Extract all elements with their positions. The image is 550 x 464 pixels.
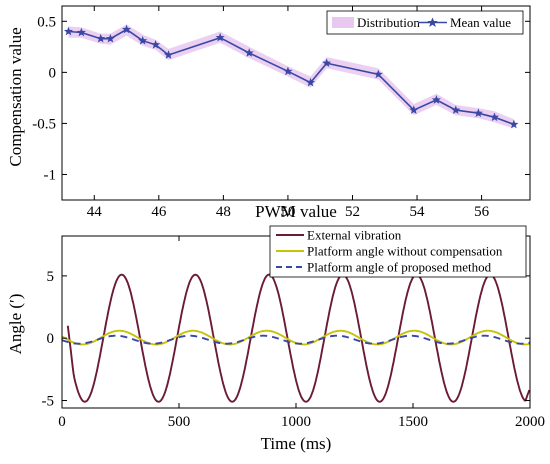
top-y-tick-label: -0.5	[32, 116, 56, 132]
mean-value-point	[96, 33, 106, 43]
mean-value-point	[138, 35, 148, 45]
proposed-method-line	[61, 334, 531, 345]
mean-value-point	[283, 66, 293, 76]
legend-external-vibration: External vibration	[307, 228, 402, 243]
angle-chart: 0 500 1000 1500 2000 50-5 Time (ms) Angle (′…	[6, 225, 545, 453]
top-y-axis-label: Compensation value	[6, 27, 25, 166]
top-x-tick-label: 50	[280, 204, 295, 220]
external-vibration-line	[66, 273, 531, 403]
mean-value-point	[63, 26, 74, 36]
mean-value-point	[76, 27, 86, 37]
distribution-legend-swatch	[332, 17, 354, 28]
mean-value-point	[509, 119, 519, 129]
top-y-tick-label: 0	[49, 65, 57, 81]
bottom-y-tick-label: -5	[42, 394, 55, 410]
top-x-tick-label: 52	[345, 204, 360, 220]
top-x-ticks: 44 46 48 50 52 54 56	[87, 6, 490, 220]
mean-value-point	[489, 112, 500, 122]
bottom-x-tick-label: 0	[58, 414, 66, 430]
bottom-x-tick-label: 1000	[281, 414, 311, 430]
top-x-tick-label: 56	[474, 204, 490, 220]
legend-without-compensation: Platform angle without compensation	[307, 244, 503, 259]
mean-value-point	[409, 105, 419, 115]
top-x-tick-label: 48	[216, 204, 231, 220]
mean-value-point	[373, 69, 383, 79]
bottom-legend: External vibration Platform angle withou…	[269, 225, 527, 278]
mean-value-point	[305, 77, 316, 87]
mean-value-point	[151, 40, 161, 49]
top-x-axis-label: PWM value	[255, 202, 337, 221]
bottom-x-tick-label: 1500	[398, 414, 428, 430]
bottom-x-ticks: 0 500 1000 1500 2000	[58, 236, 545, 430]
mean-value-legend-star-icon	[427, 17, 438, 27]
distribution-band	[68, 24, 514, 129]
bottom-legend-box	[269, 225, 527, 278]
top-x-tick-label: 46	[151, 204, 167, 220]
bottom-y-ticks: 5 0 -5	[42, 269, 530, 410]
mean-value-point	[215, 32, 225, 42]
mean-value-point	[105, 33, 115, 43]
mean-value-point	[163, 50, 174, 59]
mean-value-point	[451, 105, 461, 115]
bottom-x-tick-label: 2000	[515, 414, 545, 430]
top-x-tick-label: 44	[87, 204, 103, 220]
bottom-y-tick-label: 0	[47, 331, 55, 347]
mean-value-point	[244, 48, 254, 57]
top-y-tick-label: 0.5	[37, 14, 56, 30]
top-legend: Distribution Mean value	[326, 10, 524, 35]
top-x-tick-label: 54	[410, 204, 426, 220]
top-y-ticks: 0.5 0 -0.5 -1	[32, 14, 530, 183]
legend-distribution: Distribution	[357, 15, 420, 30]
angle-lines-layer	[61, 273, 531, 403]
bottom-x-tick-label: 500	[168, 414, 191, 430]
mean-value-point	[431, 95, 441, 104]
bottom-y-axis-label: Angle (′)	[6, 294, 25, 355]
mean-value-point	[473, 108, 483, 118]
bottom-x-axis-label: Time (ms)	[261, 434, 332, 453]
compensation-chart: 44 46 48 50 52 54 56 0.5 0 -0.5 -1 PWM value Comp…	[6, 5, 531, 221]
mean-value-point	[121, 24, 132, 34]
legend-mean-value: Mean value	[450, 15, 511, 30]
top-plot-frame	[61, 5, 531, 201]
mean-value-point	[322, 58, 332, 68]
bottom-y-tick-label: 5	[47, 269, 55, 285]
mean-value-line-layer	[63, 24, 519, 129]
top-y-tick-label: -1	[44, 167, 57, 183]
distribution-band-layer	[68, 24, 514, 129]
legend-proposed-method: Platform angle of proposed method	[307, 260, 492, 275]
